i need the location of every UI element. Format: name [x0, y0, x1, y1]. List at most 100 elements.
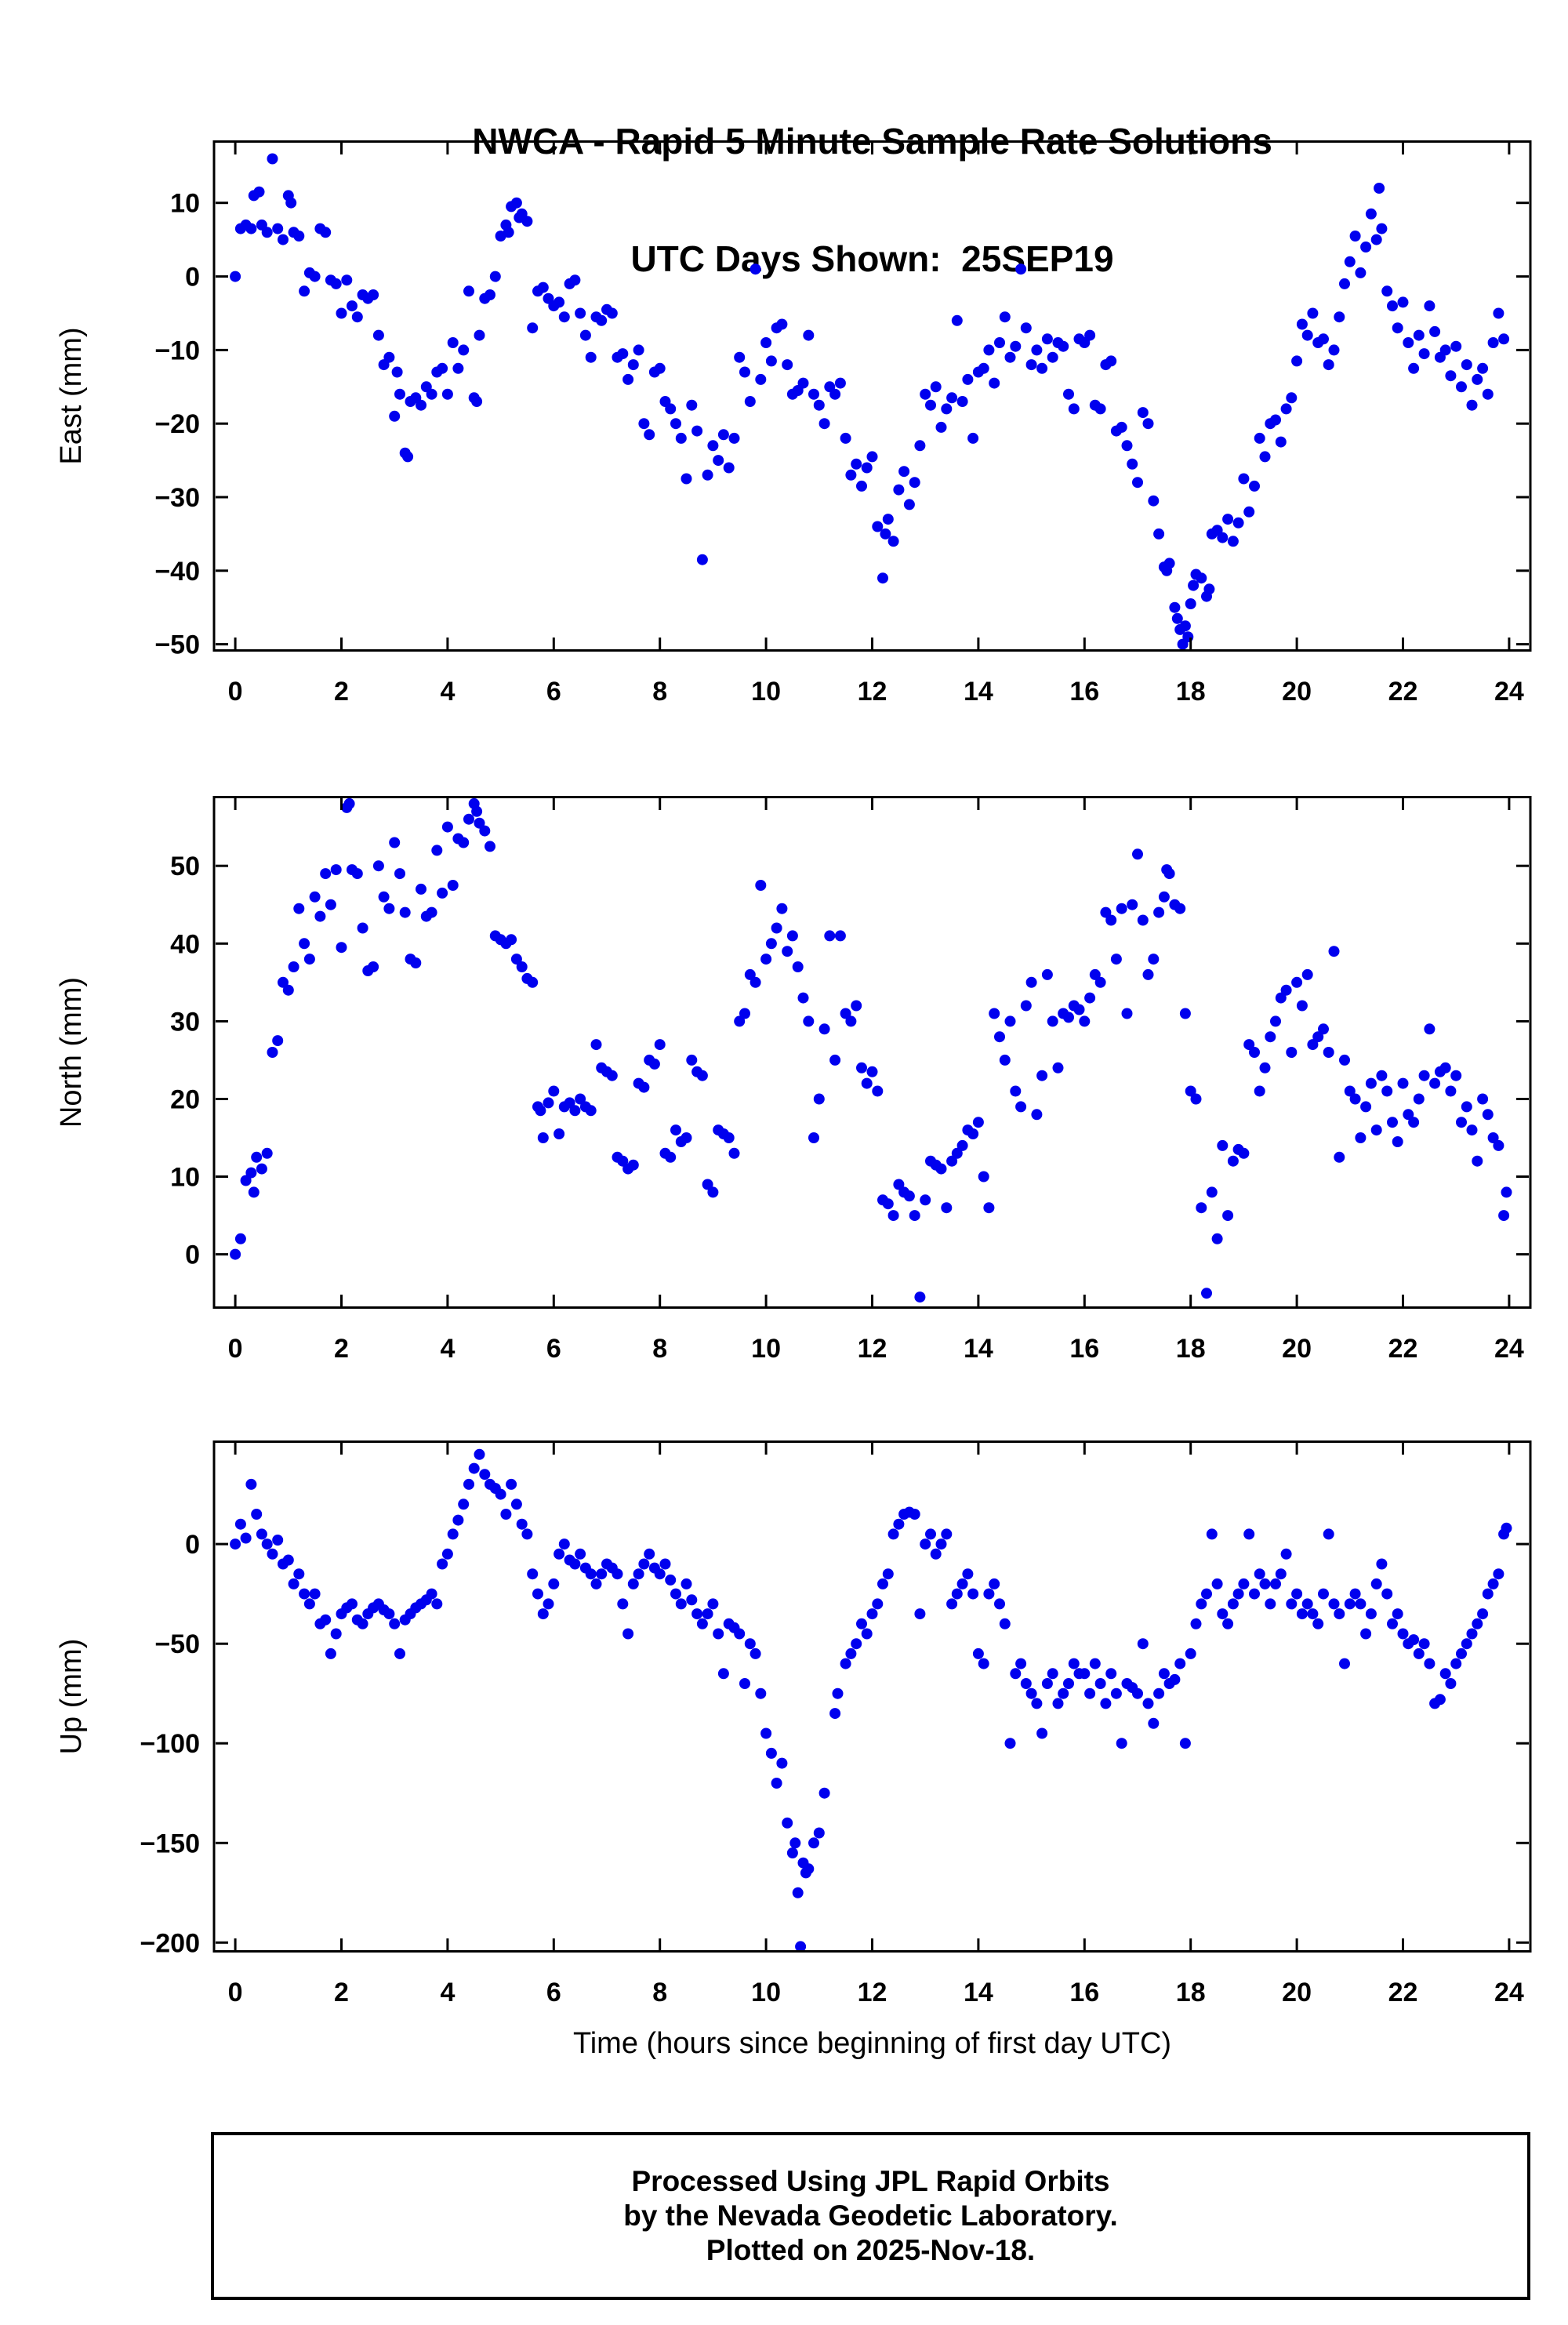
data-point	[1392, 1608, 1403, 1620]
data-point	[1179, 1738, 1191, 1749]
x-tick-label: 18	[1176, 1334, 1206, 1364]
y-tick-label: 20	[170, 1085, 200, 1115]
data-point	[866, 1066, 878, 1077]
data-point	[569, 1105, 581, 1117]
data-point	[1105, 1668, 1117, 1680]
data-point	[813, 1093, 825, 1105]
data-point	[834, 377, 846, 389]
data-point	[935, 1163, 947, 1175]
data-point	[267, 153, 278, 165]
data-point	[1188, 579, 1200, 591]
data-point	[234, 1518, 246, 1530]
data-point	[1259, 1578, 1271, 1589]
data-point	[1418, 1070, 1430, 1081]
data-point	[1243, 1039, 1255, 1051]
data-point	[702, 469, 713, 481]
data-point	[485, 841, 495, 852]
data-point	[527, 322, 539, 334]
data-point	[765, 355, 777, 367]
data-point	[285, 197, 297, 209]
data-point	[1084, 329, 1096, 341]
data-point	[341, 274, 353, 286]
data-point	[606, 1070, 618, 1081]
x-tick-label: 6	[546, 1334, 561, 1364]
north-points	[230, 797, 1512, 1303]
x-tick-label: 2	[334, 1334, 349, 1364]
data-point	[389, 837, 401, 848]
data-point	[272, 1035, 284, 1047]
data-point	[1079, 1668, 1091, 1680]
data-point	[431, 1598, 443, 1610]
data-point	[829, 1054, 841, 1066]
data-point	[1498, 333, 1510, 345]
data-point	[1456, 381, 1467, 393]
data-point	[1084, 992, 1096, 1004]
data-point	[1280, 984, 1292, 996]
data-point	[1110, 954, 1122, 965]
data-point	[347, 300, 358, 312]
y-tick-label: −200	[140, 1928, 200, 1958]
data-point	[1328, 946, 1340, 957]
data-point	[585, 351, 597, 363]
data-point	[1323, 1047, 1334, 1058]
data-point	[622, 1628, 634, 1640]
x-tick-label: 6	[546, 1978, 561, 2007]
data-point	[771, 1778, 782, 1789]
data-point	[1291, 355, 1303, 367]
data-point	[596, 314, 608, 326]
data-point	[1323, 359, 1334, 371]
data-point	[734, 1628, 746, 1640]
x-tick-label: 24	[1494, 1978, 1524, 2007]
x-tick-label: 12	[858, 1334, 887, 1364]
data-point	[972, 1117, 984, 1128]
data-point	[1171, 612, 1183, 624]
data-point	[1036, 362, 1048, 374]
data-point	[1249, 1588, 1260, 1600]
data-point	[967, 1588, 979, 1600]
y-tick-label: −50	[154, 1629, 200, 1659]
data-point	[1291, 1588, 1303, 1600]
data-point	[1477, 362, 1489, 374]
data-point	[978, 362, 989, 374]
data-point	[1334, 1151, 1345, 1163]
data-point	[1493, 1139, 1504, 1151]
data-point	[951, 314, 963, 326]
data-point	[1365, 1077, 1377, 1089]
data-point	[1408, 362, 1420, 374]
data-point	[795, 1941, 807, 1953]
data-point	[336, 307, 347, 319]
data-point	[1174, 903, 1186, 914]
x-tick-label: 12	[858, 1978, 887, 2007]
data-point	[1360, 242, 1372, 252]
data-point	[1466, 1124, 1478, 1136]
data-point	[1196, 572, 1207, 584]
data-point	[999, 1054, 1011, 1066]
data-point	[1089, 968, 1101, 980]
data-point	[1265, 1031, 1276, 1043]
data-point	[681, 473, 692, 485]
data-point	[1020, 1000, 1032, 1012]
data-point	[1501, 1522, 1512, 1534]
data-point	[1058, 1687, 1069, 1699]
data-point	[256, 1528, 267, 1540]
data-point	[1360, 1101, 1372, 1113]
data-point	[861, 462, 873, 474]
data-point	[654, 1039, 666, 1051]
data-point	[983, 344, 995, 356]
data-point	[1201, 1288, 1212, 1299]
data-point	[935, 1538, 947, 1550]
data-point	[851, 1000, 862, 1012]
data-point	[946, 1155, 958, 1167]
x-tick-label: 16	[1069, 1978, 1099, 2007]
data-point	[1370, 234, 1382, 245]
data-point	[569, 1558, 581, 1570]
data-point	[893, 1179, 905, 1190]
data-point	[627, 1578, 639, 1589]
y-tick-label: −30	[154, 483, 200, 513]
data-point	[877, 572, 888, 584]
data-point	[861, 1628, 873, 1640]
data-point	[956, 1578, 968, 1589]
data-point	[1472, 373, 1483, 385]
x-tick-label: 8	[652, 1334, 667, 1364]
footer-line3: Plotted on 2025-Nov-18.	[706, 2234, 1036, 2266]
